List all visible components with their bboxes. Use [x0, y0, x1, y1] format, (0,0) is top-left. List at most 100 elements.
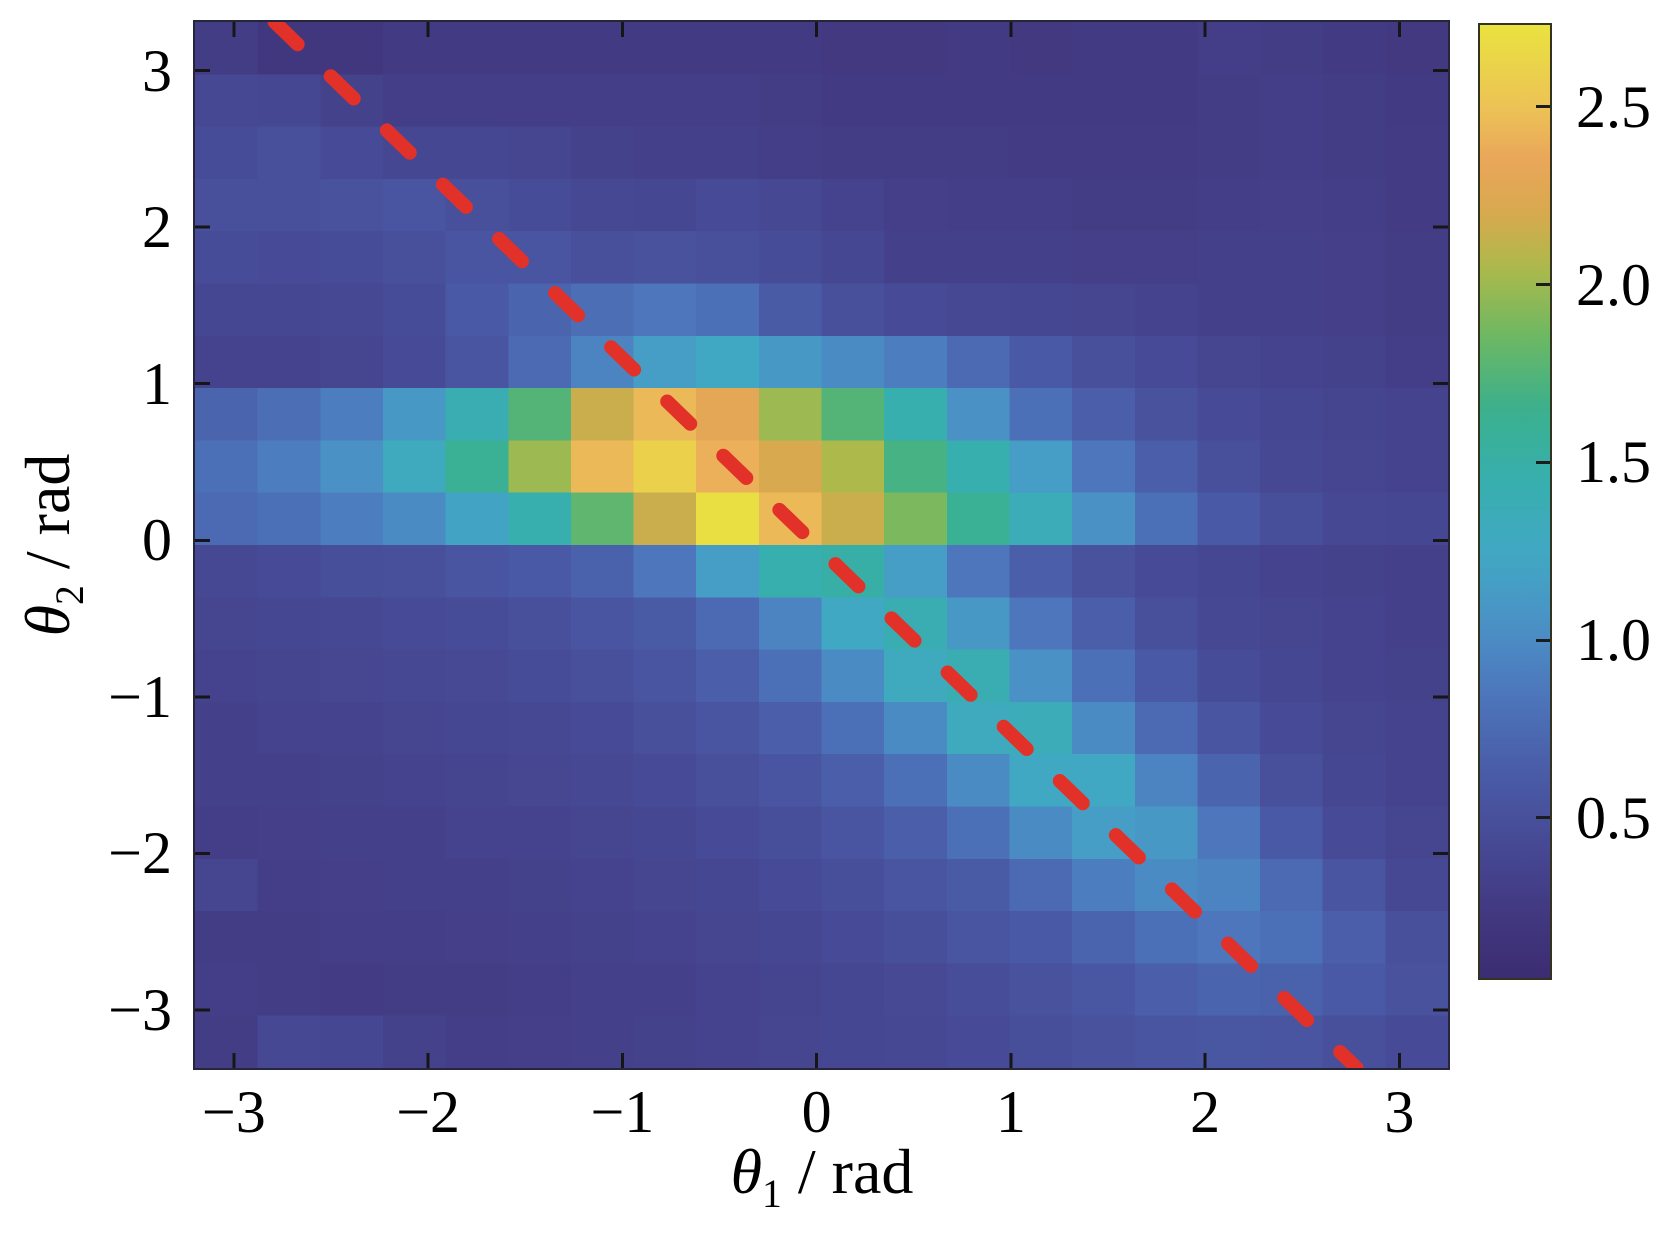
- heatmap-bin: [1009, 74, 1073, 128]
- heatmap-plot-area: [193, 20, 1450, 1070]
- heatmap-bin: [758, 701, 823, 755]
- heatmap-bin: [884, 335, 948, 389]
- heatmap-bin: [758, 963, 823, 1017]
- heatmap-bin: [195, 545, 259, 598]
- y-axis-unit: / rad: [12, 453, 83, 586]
- heatmap-bin: [1260, 806, 1324, 860]
- axis-tick: [1397, 1053, 1401, 1068]
- heatmap-bin: [320, 858, 384, 912]
- heatmap-bin: [884, 649, 948, 703]
- heatmap-bin: [758, 178, 823, 232]
- heatmap-bin: [821, 858, 885, 912]
- heatmap-bin: [946, 335, 1011, 389]
- heatmap-bin: [884, 388, 948, 441]
- heatmap-bin: [1197, 126, 1261, 180]
- heatmap-bin: [821, 649, 885, 703]
- heatmap-bin: [1009, 806, 1073, 860]
- axis-tick: [195, 1008, 210, 1012]
- heatmap-bin: [1072, 1015, 1136, 1068]
- axis-tick: [1433, 695, 1448, 699]
- axis-tick: [1009, 1053, 1013, 1068]
- heatmap-bin: [696, 283, 760, 337]
- heatmap-bin: [508, 440, 572, 494]
- heatmap-bin: [758, 545, 823, 598]
- heatmap-bin: [1322, 440, 1386, 494]
- heatmap-bin: [320, 388, 384, 441]
- theta-subscript-1: 1: [762, 1171, 782, 1216]
- heatmap-bin: [633, 492, 697, 546]
- heatmap-bin: [1072, 178, 1136, 232]
- heatmap-bin: [1134, 74, 1198, 128]
- x-tick-label: −3: [201, 1079, 266, 1145]
- heatmap-bin: [696, 858, 760, 912]
- heatmap-bin: [633, 806, 697, 860]
- heatmap-bin: [382, 649, 447, 703]
- heatmap-bin: [382, 597, 447, 651]
- heatmap-bin: [1385, 440, 1448, 494]
- y-tick-label: −1: [108, 663, 172, 730]
- heatmap-bin: [1197, 178, 1261, 232]
- heatmap-bin: [1134, 126, 1198, 180]
- heatmap-bin: [445, 649, 509, 703]
- heatmap-bin: [696, 597, 760, 651]
- x-axis-unit: / rad: [781, 1136, 914, 1207]
- heatmap-bin: [1322, 231, 1386, 285]
- heatmap-bin: [1197, 335, 1261, 389]
- theta-subscript-2: 2: [47, 585, 92, 605]
- heatmap-bin: [1322, 126, 1386, 180]
- heatmap-bin: [758, 335, 823, 389]
- heatmap-bin: [1009, 283, 1073, 337]
- y-tick-label: −3: [108, 977, 172, 1044]
- heatmap-bin: [633, 597, 697, 651]
- axis-tick: [815, 22, 819, 37]
- axis-tick: [815, 1053, 819, 1068]
- heatmap-bin: [946, 74, 1011, 128]
- heatmap-bin: [1322, 545, 1386, 598]
- heatmap-bin: [1009, 231, 1073, 285]
- heatmap-bin: [1260, 74, 1324, 128]
- heatmap-bin: [884, 126, 948, 180]
- heatmap-bin: [884, 858, 948, 912]
- theta-symbol: θ: [12, 604, 83, 637]
- x-tick-label: 2: [1190, 1079, 1221, 1145]
- heatmap-bin: [1197, 754, 1261, 808]
- heatmap-bin: [758, 911, 823, 964]
- heatmap-bin: [382, 231, 447, 285]
- heatmap-bin: [1134, 649, 1198, 703]
- axis-tick: [195, 851, 210, 855]
- heatmap-bin: [195, 74, 259, 128]
- heatmap-bin: [257, 126, 321, 180]
- axis-tick: [620, 22, 624, 37]
- heatmap-bin: [1197, 74, 1261, 128]
- heatmap-bin: [320, 335, 384, 389]
- heatmap-bin: [1197, 701, 1261, 755]
- heatmap-bin: [1134, 597, 1198, 651]
- colorbar-tick: [1536, 816, 1550, 820]
- heatmap-bin: [1072, 283, 1136, 337]
- heatmap-bin: [195, 126, 259, 180]
- heatmap-bin: [570, 440, 635, 494]
- heatmap-bin: [1197, 492, 1261, 546]
- heatmap-bin: [821, 492, 885, 546]
- heatmap-bin: [445, 388, 509, 441]
- heatmap-bin: [445, 1015, 509, 1068]
- heatmap-bin: [1385, 492, 1448, 546]
- heatmap-bin: [633, 911, 697, 964]
- heatmap-bin: [758, 649, 823, 703]
- heatmap-bin: [382, 858, 447, 912]
- heatmap-bin: [570, 754, 635, 808]
- heatmap-bin: [320, 22, 384, 75]
- heatmap-bin: [195, 649, 259, 703]
- heatmap-bin: [1322, 806, 1386, 860]
- heatmap-bin: [508, 858, 572, 912]
- y-axis-title: θ2 / rad: [12, 454, 92, 637]
- heatmap-bin: [884, 754, 948, 808]
- heatmap-bin: [696, 388, 760, 441]
- heatmap-bin: [946, 545, 1011, 598]
- axis-tick: [232, 22, 236, 37]
- heatmap-bin: [1385, 178, 1448, 232]
- heatmap-bin: [1385, 649, 1448, 703]
- heatmap-bin: [1072, 492, 1136, 546]
- heatmap-bin: [821, 22, 885, 75]
- heatmap-bin: [633, 440, 697, 494]
